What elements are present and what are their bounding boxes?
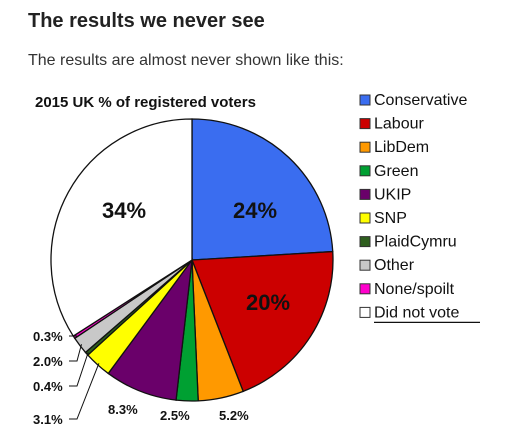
slice-conservative bbox=[191, 118, 334, 261]
legend-label-plaidcymru: PlaidCymru bbox=[374, 234, 457, 251]
label-snp: 3.1% bbox=[33, 412, 63, 427]
legend-swatch-libdem bbox=[359, 141, 371, 153]
legend-swatch-ukip bbox=[359, 188, 371, 200]
legend-label-conservative: Conservative bbox=[374, 92, 467, 109]
chart-legend: Conservative Labour LibDem Green UKIP SNP Plai… bbox=[359, 92, 480, 323]
label-none-spoilt: 0.3% bbox=[33, 329, 63, 344]
label-green: 2.5% bbox=[160, 408, 190, 423]
label-libdem: 5.2% bbox=[219, 408, 249, 423]
legend-swatch-none-spoilt bbox=[359, 283, 371, 295]
chart-title: 2015 UK % of registered voters bbox=[35, 94, 256, 111]
legend-swatch-labour bbox=[359, 118, 371, 130]
legend-swatch-conservative bbox=[359, 94, 371, 106]
legend-label-libdem: LibDem bbox=[374, 139, 429, 156]
legend-label-other: Other bbox=[374, 257, 415, 274]
legend-label-snp: SNP bbox=[374, 210, 407, 227]
legend-label-ukip: UKIP bbox=[374, 186, 411, 203]
label-other: 2.0% bbox=[33, 354, 63, 369]
legend-label-none-spoilt: None/spoilt bbox=[374, 281, 455, 298]
label-labour: 20% bbox=[246, 290, 290, 315]
legend-swatch-green bbox=[359, 165, 371, 177]
leader-other bbox=[69, 344, 82, 362]
page-subheading: The results are almost never shown like … bbox=[28, 52, 344, 69]
legend-swatch-plaidcymru bbox=[359, 236, 371, 248]
label-ukip: 8.3% bbox=[108, 402, 138, 417]
label-conservative: 24% bbox=[233, 198, 277, 223]
leader-snp bbox=[69, 363, 100, 420]
page-heading: The results we never see bbox=[28, 10, 265, 32]
slice-did-not-vote bbox=[50, 118, 193, 337]
slice-labour bbox=[191, 250, 334, 393]
label-did-not-vote: 34% bbox=[102, 198, 146, 223]
pie-slices bbox=[50, 118, 334, 402]
legend-swatch-did-not-vote bbox=[359, 306, 371, 318]
leader-plaidcymru bbox=[69, 352, 89, 387]
legend-swatch-other bbox=[359, 259, 371, 271]
legend-label-green: Green bbox=[374, 163, 418, 180]
legend-label-labour: Labour bbox=[374, 116, 424, 133]
leader-lines bbox=[69, 335, 100, 420]
legend-swatch-snp bbox=[359, 212, 371, 224]
label-plaidcymru: 0.4% bbox=[33, 379, 63, 394]
legend-label-did-not-vote: Did not vote bbox=[374, 304, 459, 321]
slice-labels: 24% 20% 5.2% 2.5% 8.3% 3.1% 0.4% 2.0% 0.3% 34% bbox=[33, 198, 290, 427]
